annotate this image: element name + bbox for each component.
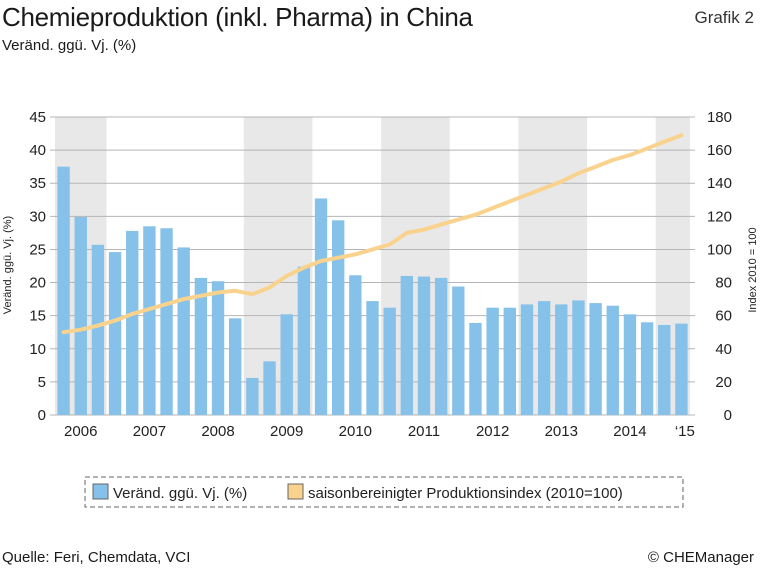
right-tick-label: 80 bbox=[715, 275, 732, 292]
bar bbox=[658, 324, 671, 415]
line-series bbox=[61, 133, 684, 335]
bar bbox=[194, 277, 208, 415]
bar bbox=[589, 303, 602, 415]
bar bbox=[555, 304, 568, 415]
right-tick-label: 0 bbox=[724, 407, 732, 424]
right-tick-label: 140 bbox=[707, 175, 732, 192]
source-note: Quelle: Feri, Chemdata, VCI bbox=[2, 549, 191, 566]
left-tick-label: 5 bbox=[38, 374, 46, 391]
bar bbox=[349, 275, 362, 415]
left-tick-label: 40 bbox=[29, 142, 46, 159]
bar bbox=[280, 314, 293, 415]
x-axis-ticks: 2006 2007 2008 2009 2010 2011 2012 2013 2014 ‘15 bbox=[64, 423, 695, 440]
legend-bar-swatch bbox=[92, 483, 109, 500]
bar bbox=[263, 361, 276, 415]
bar bbox=[623, 314, 637, 415]
bar bbox=[486, 307, 499, 415]
legend-bar-label: Veränd. ggü. Vj. (%) bbox=[113, 485, 247, 502]
bar bbox=[606, 305, 619, 415]
right-axis-ticks: 0 20 40 60 80 100 120 140 160 180 bbox=[707, 109, 732, 424]
right-tick-label: 40 bbox=[715, 341, 732, 358]
bar bbox=[417, 276, 431, 415]
chart-title: Chemieproduktion (inkl. Pharma) in China bbox=[2, 2, 473, 32]
bar bbox=[246, 377, 259, 415]
bar bbox=[572, 300, 585, 415]
bar bbox=[537, 301, 551, 415]
left-tick-label: 0 bbox=[38, 407, 46, 424]
x-tick-label: 2011 bbox=[408, 423, 440, 440]
x-tick-label: 2014 bbox=[613, 423, 646, 440]
bar bbox=[452, 286, 465, 415]
bar bbox=[229, 318, 242, 415]
right-tick-label: 120 bbox=[707, 208, 732, 225]
bar bbox=[383, 307, 396, 415]
bar bbox=[400, 275, 414, 415]
bar bbox=[74, 216, 87, 415]
figure-label: Grafik 2 bbox=[694, 8, 754, 27]
legend: Veränd. ggü. Vj. (%) saisonbereinigter P… bbox=[84, 476, 684, 508]
bar bbox=[297, 266, 311, 415]
bar bbox=[469, 322, 482, 415]
chart-subtitle: Veränd. ggü. Vj. (%) bbox=[2, 37, 137, 54]
left-tick-label: 30 bbox=[29, 208, 46, 225]
bar-series bbox=[57, 166, 688, 415]
bar bbox=[366, 301, 379, 415]
x-tick-label: 2006 bbox=[64, 423, 97, 440]
right-axis-title: Index 2010 = 100 bbox=[747, 227, 759, 312]
bar bbox=[108, 252, 122, 415]
left-tick-label: 15 bbox=[29, 308, 46, 325]
x-tick-label: 2012 bbox=[476, 423, 509, 440]
bar bbox=[160, 228, 173, 415]
legend-frame bbox=[84, 476, 684, 508]
bar bbox=[57, 166, 70, 415]
x-tick-label: 2010 bbox=[339, 423, 372, 440]
bar bbox=[675, 323, 688, 415]
index-line bbox=[61, 133, 684, 335]
chart-svg: 0 5 10 15 20 25 30 35 40 45 0 20 40 60 80 100 120 140 160… bbox=[2, 109, 759, 508]
bar bbox=[314, 198, 328, 415]
right-tick-label: 20 bbox=[715, 374, 732, 391]
right-tick-label: 160 bbox=[707, 142, 732, 159]
bar bbox=[434, 277, 448, 415]
left-tick-label: 35 bbox=[29, 175, 46, 192]
right-tick-label: 180 bbox=[707, 109, 732, 126]
bar bbox=[520, 304, 534, 415]
legend-line-swatch bbox=[287, 483, 304, 500]
bar bbox=[503, 307, 516, 415]
left-axis-title: Veränd. ggü. Vj. (%) bbox=[2, 216, 14, 314]
bar bbox=[126, 230, 139, 415]
right-tick-label: 100 bbox=[707, 241, 732, 258]
x-tick-label: 2009 bbox=[270, 423, 303, 440]
x-tick-label: 2013 bbox=[545, 423, 578, 440]
bar bbox=[211, 281, 225, 415]
x-tick-label: ‘15 bbox=[675, 423, 695, 440]
bar bbox=[640, 322, 654, 415]
bar bbox=[331, 220, 345, 415]
left-tick-label: 45 bbox=[29, 109, 46, 126]
bar bbox=[143, 226, 156, 415]
right-tick-label: 60 bbox=[715, 308, 732, 325]
x-tick-label: 2007 bbox=[133, 423, 166, 440]
left-tick-label: 20 bbox=[29, 275, 46, 292]
left-tick-label: 25 bbox=[29, 241, 46, 258]
bar bbox=[177, 247, 190, 415]
left-axis-ticks: 0 5 10 15 20 25 30 35 40 45 bbox=[29, 109, 46, 424]
copyright-note: © CHEManager bbox=[647, 549, 754, 566]
left-tick-label: 10 bbox=[29, 341, 46, 358]
legend-line-label: saisonbereinigter Produktionsindex (2010… bbox=[308, 485, 623, 502]
bar bbox=[91, 244, 105, 415]
x-tick-label: 2008 bbox=[201, 423, 234, 440]
